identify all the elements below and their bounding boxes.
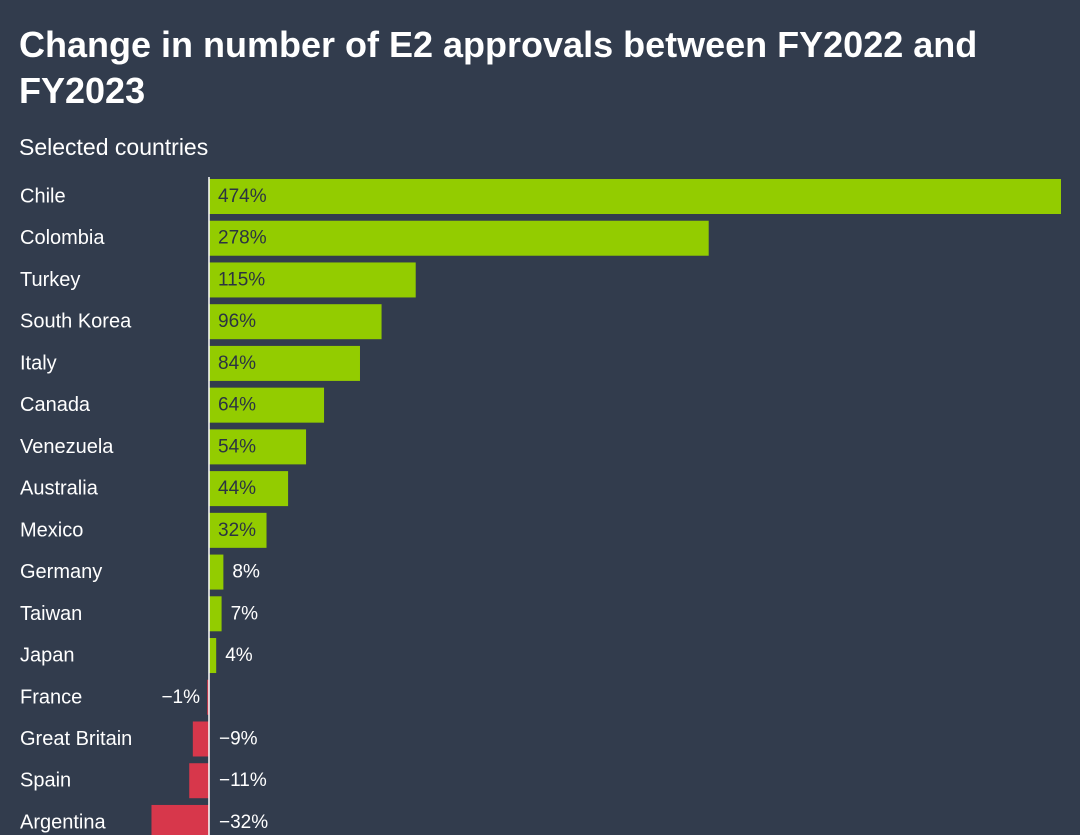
bar-japan xyxy=(209,638,217,674)
bar-france xyxy=(207,679,209,715)
bar-venezuela xyxy=(209,429,307,465)
value-label: 54% xyxy=(218,436,256,457)
category-label: Colombia xyxy=(20,227,105,249)
category-label: Italy xyxy=(20,352,57,374)
category-label: Spain xyxy=(20,770,71,792)
chart-subtitle: Selected countries xyxy=(19,134,209,160)
category-label: Japan xyxy=(20,645,75,667)
bar-argentina xyxy=(151,804,209,835)
category-label: Canada xyxy=(20,394,91,416)
category-label: Germany xyxy=(20,561,102,583)
bar-italy xyxy=(209,345,360,381)
bar-mexico xyxy=(209,512,267,548)
bar-chile xyxy=(209,179,1061,214)
bar-germany xyxy=(209,554,224,590)
category-label: Chile xyxy=(20,186,66,208)
value-label: −1% xyxy=(161,687,200,708)
category-label: South Korea xyxy=(20,311,132,333)
value-label: 474% xyxy=(218,186,267,207)
value-label: 278% xyxy=(218,228,267,249)
value-label: 44% xyxy=(218,478,256,499)
category-label: Australia xyxy=(20,478,99,500)
category-label: Taiwan xyxy=(20,603,82,625)
bar-colombia xyxy=(209,220,709,256)
bar-australia xyxy=(209,471,289,507)
category-label: Argentina xyxy=(20,811,106,833)
category-label: Turkey xyxy=(20,269,80,291)
bar-spain xyxy=(189,763,209,799)
value-label: −9% xyxy=(219,728,258,749)
bar-taiwan xyxy=(209,596,222,632)
category-label: France xyxy=(20,686,82,708)
value-label: 7% xyxy=(231,603,259,624)
value-label: 84% xyxy=(218,353,256,374)
bar-canada xyxy=(209,387,325,423)
value-label: 115% xyxy=(218,269,265,290)
value-label: −11% xyxy=(219,770,267,791)
bar-turkey xyxy=(209,262,416,298)
bar-south-korea xyxy=(209,304,382,340)
category-label: Mexico xyxy=(20,519,83,541)
bar-great-britain xyxy=(192,721,209,757)
value-label: 32% xyxy=(218,520,256,541)
chart-title: Change in number of E2 approvals between… xyxy=(19,24,978,111)
value-label: −32% xyxy=(219,812,268,833)
category-label: Great Britain xyxy=(20,728,132,750)
value-label: 64% xyxy=(218,395,256,416)
value-label: 96% xyxy=(218,311,256,332)
value-label: 4% xyxy=(225,645,253,666)
category-label: Venezuela xyxy=(20,436,114,458)
value-label: 8% xyxy=(232,562,260,583)
